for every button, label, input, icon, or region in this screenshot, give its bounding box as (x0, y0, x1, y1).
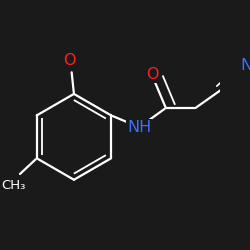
Text: CH₃: CH₃ (1, 179, 25, 192)
Text: N: N (240, 58, 250, 73)
Text: O: O (63, 53, 76, 68)
Text: O: O (146, 67, 159, 82)
Text: NH: NH (127, 120, 151, 135)
